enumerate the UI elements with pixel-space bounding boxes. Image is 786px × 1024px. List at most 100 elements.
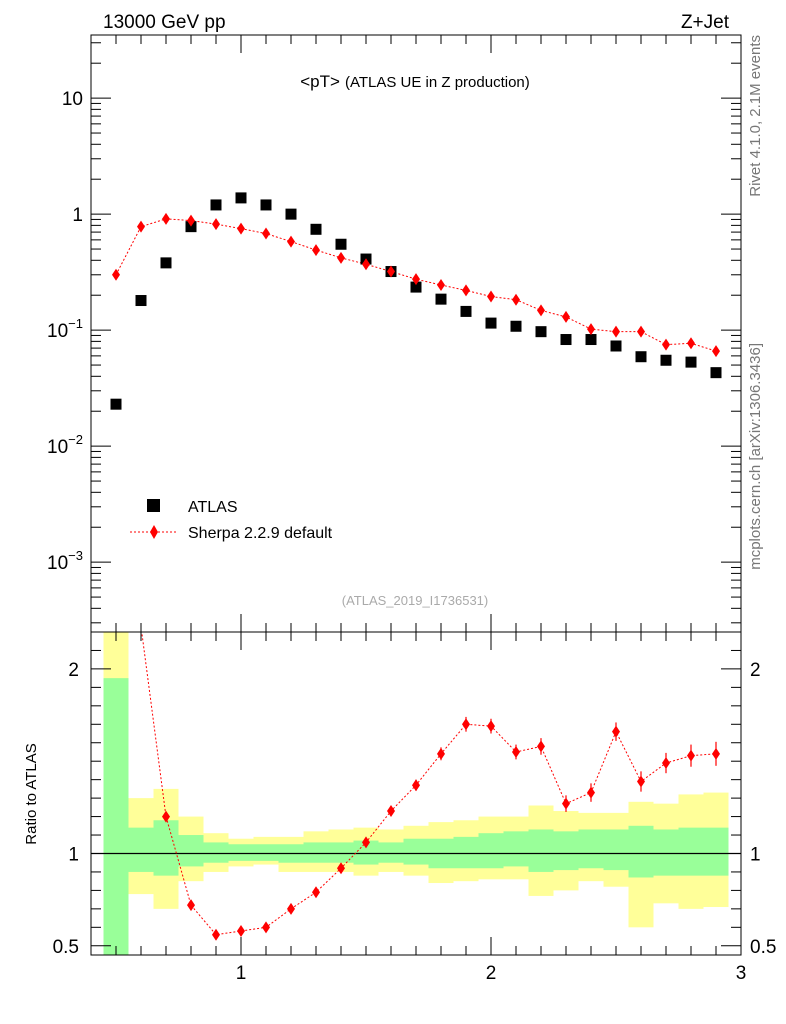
tick-mantissa: 10 (47, 437, 68, 458)
main-marks (110, 192, 722, 410)
ratio-band-inner (603, 829, 629, 871)
sherpa-point (662, 338, 670, 351)
sherpa-point (462, 284, 470, 297)
ratio-band-inner (503, 831, 529, 867)
atlas-point (510, 320, 522, 332)
sherpa-ratio-point (512, 745, 520, 758)
ratio-y-tick-label: 0.5 (53, 937, 79, 958)
sherpa-ratio-point (312, 886, 320, 899)
rivet-label: Rivet 4.1.0, 2.1M events (747, 35, 764, 197)
sherpa-ratio-point (687, 749, 695, 762)
sherpa-ratio-point (412, 779, 420, 792)
sherpa-ratio-point (437, 747, 445, 760)
atlas-point (260, 199, 272, 211)
sherpa-point (487, 290, 495, 303)
sherpa-ratio-point (212, 928, 220, 941)
sherpa-point (262, 227, 270, 240)
sherpa-point (687, 337, 695, 350)
main-title: <pT> (ATLAS UE in Z production) (300, 72, 530, 91)
sherpa-ratio-point (662, 757, 670, 770)
sherpa-ratio-point (362, 836, 370, 849)
sherpa-point (512, 293, 520, 306)
legend-sherpa-marker (150, 525, 158, 539)
x-tick-label: 3 (736, 963, 747, 984)
main-y-tick-label: 10−2 (47, 432, 83, 458)
sherpa-point (537, 304, 545, 317)
x-tick-label: 1 (236, 963, 247, 984)
sherpa-point (437, 278, 445, 291)
sherpa-point (637, 325, 645, 338)
atlas-point (160, 257, 172, 269)
main-y-tick-label: 10−3 (47, 548, 83, 574)
legend: ATLAS Sherpa 2.2.9 default (130, 499, 333, 542)
header-right: Z+Jet (681, 12, 730, 33)
x-tick-label: 2 (486, 963, 497, 984)
mcplots-label: mcplots.cern.ch [arXiv:1306.3436] (747, 343, 764, 570)
ratio-y-tick-label: 2 (68, 660, 79, 681)
ratio-band-inner (528, 829, 554, 872)
sherpa-point (287, 235, 295, 248)
sherpa-point (137, 220, 145, 233)
legend-atlas-label: ATLAS (188, 499, 238, 516)
ratio-band-inner (578, 829, 604, 869)
atlas-point (460, 305, 472, 317)
sherpa-point (562, 310, 570, 323)
sherpa-point (212, 218, 220, 231)
sherpa-ratio-point (612, 725, 620, 738)
tick-mantissa: 10 (47, 321, 68, 342)
analysis-watermark: (ATLAS_2019_I1736531) (342, 593, 488, 608)
atlas-point (660, 354, 672, 366)
sherpa-point (612, 325, 620, 338)
atlas-point (335, 238, 347, 250)
ratio-y-tick-label-right: 1 (750, 844, 761, 865)
sherpa-point (362, 258, 370, 271)
ratio-band-inner (478, 833, 504, 869)
ratio-band-inner (553, 831, 579, 871)
ratio-band-inner (178, 835, 204, 867)
ratio-y-tick-label-right: 0.5 (750, 937, 776, 958)
sherpa-point (587, 323, 595, 336)
atlas-point (435, 293, 447, 305)
ratio-band-inner (228, 844, 254, 861)
atlas-point (585, 334, 597, 346)
sherpa-ratio-point (562, 797, 570, 810)
atlas-point (135, 295, 147, 307)
title-sub: (ATLAS UE in Z production) (345, 74, 530, 91)
ratio-band-inner (453, 836, 479, 869)
ratio-band-inner (103, 678, 129, 955)
ratio-band-inner (378, 842, 404, 863)
atlas-point (235, 192, 247, 204)
sherpa-ratio-point (337, 862, 345, 875)
legend-sherpa-label: Sherpa 2.2.9 default (188, 525, 333, 542)
ratio-ticks: 2 2 1 1 0.5 0.5 1 2 3 (53, 631, 776, 984)
ratio-band-inner (353, 840, 379, 865)
ratio-marks (141, 632, 720, 941)
ratio-band-inner (403, 838, 429, 865)
atlas-point (110, 398, 122, 410)
atlas-point (410, 281, 422, 293)
sherpa-point (112, 268, 120, 281)
ratio-band-inner (628, 825, 654, 878)
ratio-band-inner (678, 827, 704, 876)
sherpa-point (187, 214, 195, 227)
sherpa-ratio-point (462, 718, 470, 731)
tick-mantissa: 1 (72, 205, 83, 226)
tick-exponent: −3 (68, 548, 83, 563)
ratio-bands (103, 632, 729, 955)
sherpa-point (312, 244, 320, 257)
main-y-tick-label: 10−1 (47, 316, 83, 342)
ratio-y-label: Ratio to ATLAS (23, 743, 40, 844)
ratio-band-inner (703, 827, 729, 876)
legend-atlas-marker (147, 499, 160, 512)
atlas-point (635, 351, 647, 363)
sherpa-point (712, 345, 720, 358)
atlas-point (560, 334, 572, 346)
sherpa-point (387, 265, 395, 278)
sherpa-point (237, 222, 245, 235)
ratio-band-inner (653, 829, 679, 876)
sherpa-ratio-point (187, 899, 195, 912)
sherpa-point (337, 251, 345, 264)
sherpa-ratio-point (637, 775, 645, 788)
